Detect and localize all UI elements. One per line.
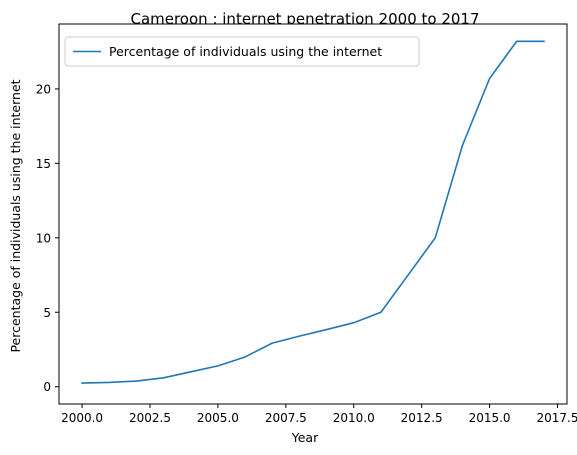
legend-box [64, 36, 420, 67]
x-axis: 2000.0 2002.5 2005.0 2007.5 2010.0 2012.5 2015… [61, 404, 577, 425]
x-tick-label: 2010.0 [333, 411, 375, 425]
legend-label: Percentage of individuals using the inte… [109, 44, 382, 59]
y-tick-label: 5 [43, 306, 51, 320]
series-layer [81, 40, 545, 384]
x-tick-label: 2007.5 [265, 411, 307, 425]
x-tick-label: 2000.0 [61, 411, 103, 425]
plot-background [59, 24, 567, 404]
series-line-0 [81, 40, 545, 384]
x-axis-label: Year [291, 430, 319, 445]
legend: Percentage of individuals using the inte… [64, 36, 420, 67]
y-tick-label: 15 [36, 157, 51, 171]
x-tick-label: 2015.0 [469, 411, 511, 425]
y-tick-label: 0 [43, 380, 51, 394]
x-tick-label: 2012.5 [401, 411, 443, 425]
plot-area [58, 23, 568, 405]
x-tick-label: 2005.0 [197, 411, 239, 425]
y-tick-label: 10 [36, 231, 51, 245]
x-tick-label: 2002.5 [129, 411, 171, 425]
x-tick-label: 2017.5 [536, 411, 577, 425]
axes-frame [58, 23, 568, 405]
y-tick-label: 20 [36, 82, 51, 96]
y-axis-label: Percentage of individuals using the inte… [8, 79, 23, 352]
y-axis: 0 5 10 15 20 [36, 82, 59, 394]
